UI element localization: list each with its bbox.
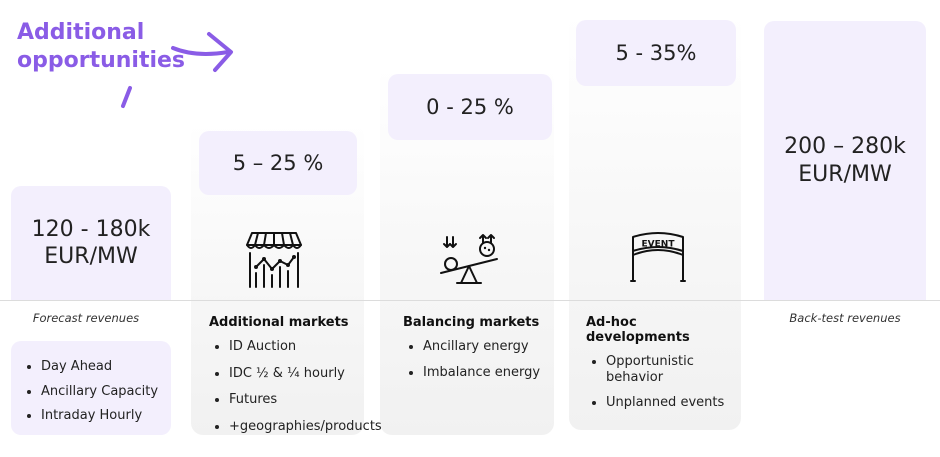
event-icon-text: EVENT — [642, 240, 676, 250]
list-item: IDC ½ & ¼ hourly — [229, 366, 369, 382]
backtest-value-line1: 200 – 280k — [784, 134, 906, 159]
forecast-list-box: Day Ahead Ancillary Capacity Intraday Ho… — [11, 341, 171, 435]
additional-markets-list: ID Auction IDC ½ & ¼ hourly Futures +geo… — [209, 339, 382, 435]
adhoc-list: Opportunistic behavior Unplanned events — [586, 354, 736, 411]
event-banner-icon: EVENT — [630, 232, 686, 282]
arrow-icon — [121, 32, 233, 108]
list-item: Opportunistic behavior — [606, 354, 706, 385]
additional-markets-text: Additional markets ID Auction IDC ½ & ¼ … — [209, 315, 382, 443]
adhoc-title: Ad-hoc developments — [586, 315, 690, 345]
forecast-value-line1: 120 - 180k — [31, 216, 151, 242]
additional-markets-range: 5 – 25 % — [199, 131, 357, 195]
balancing-markets-range: 0 - 25 % — [388, 74, 552, 140]
additional-markets-title: Additional markets — [209, 315, 349, 330]
forecast-value-tile: 120 - 180k EUR/MW — [11, 186, 171, 300]
list-item: Futures — [229, 392, 369, 408]
list-item: Intraday Hourly — [41, 408, 171, 424]
forecast-caption: Forecast revenues — [32, 311, 140, 325]
headline-line2: opportunities — [17, 47, 186, 73]
baseline-divider — [0, 300, 940, 301]
list-item: +geographies/products — [229, 419, 382, 435]
list-item: Ancillary Capacity — [41, 384, 171, 400]
list-item: ID Auction — [229, 339, 369, 355]
balancing-markets-list: Ancillary energy Imbalance energy — [403, 339, 553, 380]
headline: Additional opportunities — [17, 19, 185, 74]
headline-line1: Additional — [17, 20, 145, 45]
list-item: Unplanned events — [606, 395, 736, 411]
balancing-markets-title: Balancing markets — [403, 315, 540, 330]
list-item: Imbalance energy — [423, 365, 553, 381]
list-item: Day Ahead — [41, 359, 171, 375]
adhoc-text: Ad-hoc developments Opportunistic behavi… — [586, 315, 736, 420]
backtest-caption: Back-test revenues — [789, 311, 901, 325]
backtest-value-tile: 200 – 280k EUR/MW — [764, 21, 926, 300]
balancing-markets-text: Balancing markets Ancillary energy Imbal… — [403, 315, 553, 389]
list-item: Ancillary energy — [423, 339, 553, 355]
balance-seesaw-icon — [440, 234, 498, 284]
adhoc-range: 5 - 35% — [576, 20, 736, 86]
forecast-list: Day Ahead Ancillary Capacity Intraday Ho… — [11, 359, 171, 424]
market-stall-chart-icon — [246, 232, 302, 288]
backtest-value-line2: EUR/MW — [798, 161, 892, 187]
forecast-value-line2: EUR/MW — [44, 244, 138, 269]
